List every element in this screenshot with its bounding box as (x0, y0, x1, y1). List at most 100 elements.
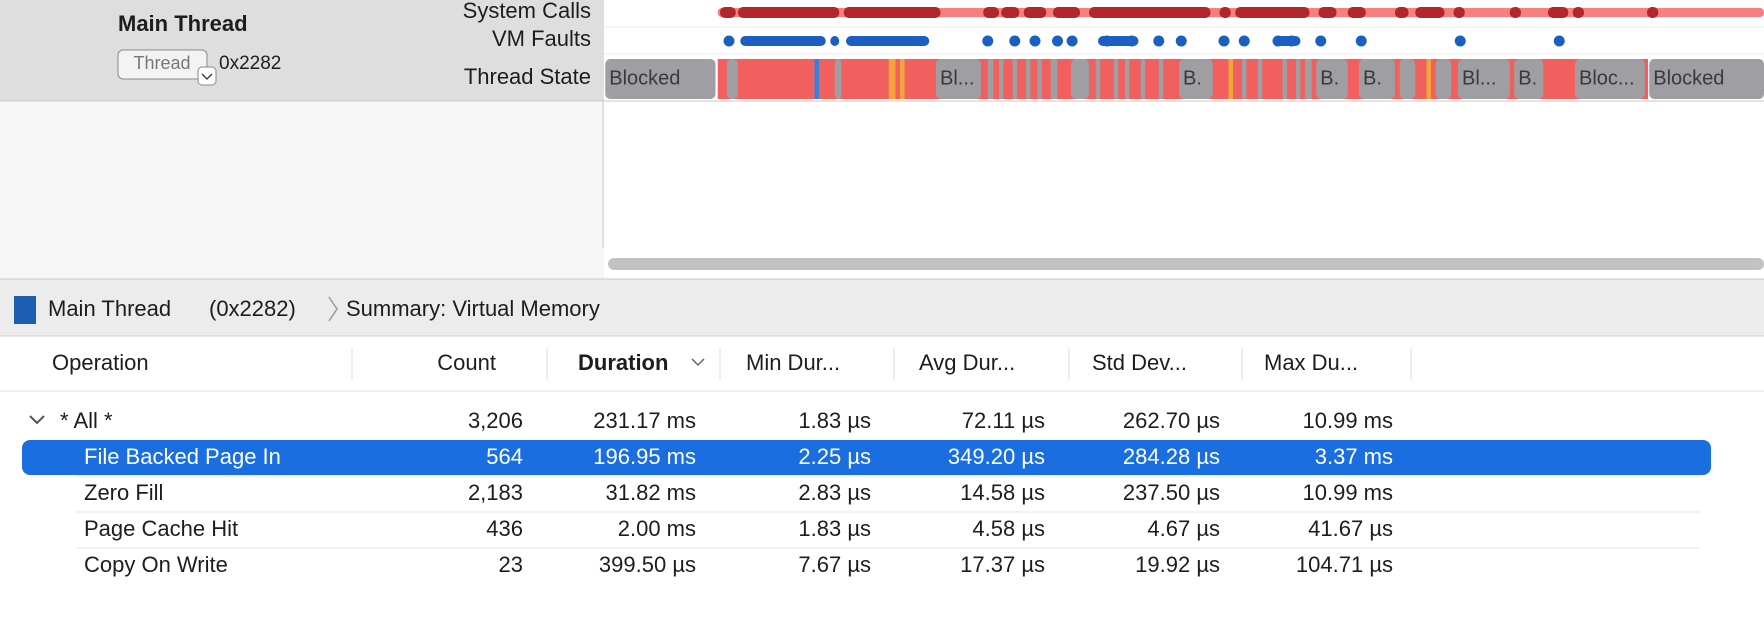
vm-fault (1052, 35, 1063, 47)
column-header: Duration (578, 350, 668, 375)
cell: 31.82 ms (606, 480, 697, 505)
breadcrumb-chevron (328, 296, 338, 322)
vm-fault-run (846, 36, 930, 46)
syscall (843, 7, 941, 18)
state-label: B. (1518, 67, 1537, 89)
cell: 23 (499, 552, 523, 577)
syscall (1235, 7, 1310, 18)
vm-fault (1153, 35, 1165, 47)
state-label: Bloc... (1579, 67, 1635, 89)
state-label: Bl... (1462, 67, 1496, 89)
vm-fault (1029, 35, 1041, 47)
scrollbar[interactable] (608, 258, 1764, 270)
track-label: Thread State (464, 64, 591, 89)
dropdown[interactable] (197, 66, 217, 86)
state-other (1228, 59, 1233, 99)
state-blocked-thin (1026, 59, 1031, 99)
column-header: Operation (52, 350, 149, 375)
cell: 19.92 µs (1135, 552, 1220, 577)
syscall (1509, 7, 1521, 18)
syscall (720, 7, 736, 18)
cell: 3.37 ms (1315, 444, 1393, 469)
cell: 231.17 ms (593, 408, 696, 433)
state-blocked-thin (987, 59, 994, 99)
state-blocked-thin (1296, 59, 1301, 99)
thread-button-label: Thread (133, 53, 190, 73)
vm-fault (1553, 35, 1565, 47)
state-label: Blocked (609, 67, 680, 89)
operation-name: File Backed Page In (84, 444, 281, 469)
vm-fault (982, 35, 994, 47)
syscall (738, 7, 840, 18)
syscall (1572, 7, 1584, 18)
state-blocked-thin (1282, 59, 1287, 99)
syscall (1053, 7, 1080, 18)
thread-button[interactable] (117, 49, 208, 80)
operation-name: Page Cache Hit (84, 516, 238, 541)
operation-name: Zero Fill (84, 480, 163, 505)
cell: 564 (486, 444, 523, 469)
vm-fault (1009, 35, 1021, 47)
cell: 3,206 (468, 408, 523, 433)
state-blocked (726, 59, 738, 99)
syscall (1453, 7, 1465, 18)
state-blocked-thin (1113, 59, 1119, 99)
state-other (814, 59, 819, 99)
state-blocked-thin (1050, 59, 1058, 99)
state-blocked (1359, 59, 1395, 99)
cell: 349.20 µs (948, 444, 1045, 469)
state-blocked-thin (1242, 59, 1247, 99)
state-label: B. (1320, 67, 1339, 89)
document-icon (14, 296, 36, 324)
state-other (900, 59, 905, 99)
vm-fault (1066, 35, 1078, 47)
state-blocked-thin (1257, 59, 1263, 99)
cell: 7.67 µs (798, 552, 871, 577)
cell: 262.70 µs (1123, 408, 1220, 433)
selected-row[interactable] (22, 440, 1711, 475)
state-other (1426, 59, 1431, 99)
cell: 1.83 µs (798, 516, 871, 541)
cell: 17.37 µs (960, 552, 1045, 577)
state-blocked (834, 59, 842, 99)
vm-fault-run (1098, 36, 1139, 46)
state-blocked (1399, 59, 1416, 99)
column-header: Std Dev... (1092, 350, 1187, 375)
breadcrumb-id: (0x2282) (209, 296, 296, 321)
syscall (1318, 7, 1337, 18)
cell: 284.28 µs (1123, 444, 1220, 469)
state-blocked-thin (1140, 59, 1146, 99)
operation-name: Copy On Write (84, 552, 228, 577)
vm-fault-run (830, 36, 840, 46)
cell: 10.99 ms (1303, 480, 1394, 505)
cell: 104.71 µs (1296, 552, 1393, 577)
state-label: Bl... (940, 67, 974, 89)
state-blocked (1514, 59, 1544, 99)
dropdown-arrow (201, 73, 213, 81)
state-blocked (1435, 59, 1452, 99)
syscall (1347, 7, 1366, 18)
state-blocked (1649, 59, 1764, 99)
state-label: B. (1183, 67, 1202, 89)
syscall (1415, 7, 1445, 18)
cell: 399.50 µs (599, 552, 696, 577)
cell: 4.67 µs (1147, 516, 1220, 541)
state-blocked (1575, 59, 1645, 99)
vm-fault-run (1273, 36, 1301, 46)
column-header: Max Du... (1264, 350, 1358, 375)
cell: 2.00 ms (618, 516, 696, 541)
syscall (1548, 7, 1569, 18)
state-blocked (1458, 59, 1510, 99)
operation-name: * All * (60, 408, 113, 433)
cell: 436 (486, 516, 523, 541)
disclosure[interactable] (29, 415, 45, 425)
thread-name: Main Thread (118, 11, 248, 36)
column-header: Avg Dur... (919, 350, 1015, 375)
state-blocked-thin (1158, 59, 1164, 99)
track-label: System Calls (463, 0, 591, 23)
vm-fault (723, 35, 735, 47)
state-blocked (605, 59, 716, 99)
state-blocked-thin (1012, 59, 1017, 99)
vm-fault (1454, 35, 1466, 47)
